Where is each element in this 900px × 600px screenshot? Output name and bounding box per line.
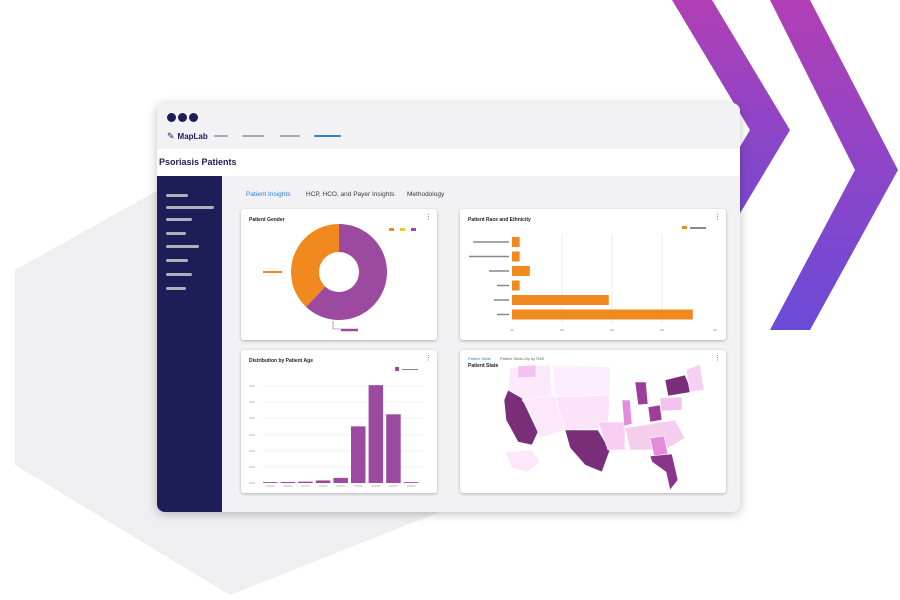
window-dot-icon[interactable]: [189, 113, 198, 122]
state-florida: [649, 453, 679, 491]
bar-4: [333, 477, 348, 483]
page-title: Psoriasis Patients: [159, 157, 237, 167]
state-texas: [564, 429, 611, 473]
maplab-logo-icon: ✎: [167, 131, 175, 141]
chevron-shape-right: [770, 0, 898, 330]
card-patient-gender: Patient Gender ⋮: [241, 209, 437, 340]
bar-0: [512, 237, 520, 247]
legend-swatch: [395, 367, 399, 371]
slice-label-leader: [332, 321, 341, 330]
tab-patient-state-zip[interactable]: Patient State-Zip by R&E: [500, 356, 545, 361]
bar-7: [386, 414, 401, 483]
region-mountain: [521, 394, 566, 439]
state-pennsylvania: [659, 396, 683, 412]
legend-swatch: [411, 228, 416, 231]
state-michigan: [634, 381, 649, 406]
nav-item-active[interactable]: [314, 135, 341, 137]
race-bar-chart: [469, 234, 717, 331]
bar-2: [512, 266, 530, 276]
legend-swatch: [389, 228, 394, 231]
window-dot-icon[interactable]: [167, 113, 176, 122]
state-ohio: [647, 404, 663, 423]
bar-0: [263, 482, 278, 483]
sidebar-item[interactable]: [166, 287, 186, 290]
state-illinois: [621, 399, 633, 427]
tab-hcp-hco-payer-insights[interactable]: HCP, HCO, and Payer Insights: [306, 191, 395, 198]
title-bar: ✎ MapLab: [157, 103, 740, 149]
sidebar-item[interactable]: [166, 273, 192, 276]
more-options-icon[interactable]: ⋮: [425, 355, 432, 362]
state-washington: [516, 364, 537, 379]
app-window: ✎ MapLab Psoriasis Patients Patient Insi…: [157, 103, 740, 512]
sidebar-item[interactable]: [166, 194, 188, 197]
sidebar: [157, 176, 222, 512]
app-logo: ✎ MapLab: [167, 131, 208, 142]
bar-5: [512, 309, 693, 320]
legend-swatch: [400, 228, 405, 231]
legend-label: [690, 227, 706, 229]
bar-3: [315, 480, 331, 483]
region-southeast: [624, 419, 686, 451]
sidebar-item[interactable]: [166, 259, 188, 262]
legend-swatch: [682, 226, 687, 229]
more-options-icon[interactable]: ⋮: [425, 214, 432, 221]
state-georgia: [649, 435, 669, 457]
card-patient-race-ethnicity: Patient Race and Ethnicity ⋮: [460, 209, 726, 340]
bar-3: [512, 280, 520, 291]
window-dot-icon[interactable]: [178, 113, 187, 122]
nav-item-2[interactable]: [242, 135, 264, 137]
donut-slice-1: [291, 224, 339, 307]
region-south-central: [597, 421, 626, 451]
sidebar-item[interactable]: [166, 232, 186, 235]
tab-patient-state[interactable]: Patient State: [468, 356, 491, 361]
card-title: Patient Gender: [249, 217, 285, 223]
bar-5: [351, 426, 366, 483]
sidebar-item[interactable]: [166, 218, 192, 221]
bar-8: [403, 482, 419, 483]
card-title: Patient Race and Ethnicity: [468, 217, 531, 223]
state-alaska: [504, 449, 541, 473]
bar-6: [368, 385, 384, 483]
legend-label: [402, 368, 418, 370]
bar-1: [512, 251, 520, 262]
card-title: Distribution by Patient Age: [249, 358, 313, 364]
nav-item-3[interactable]: [280, 135, 300, 137]
us-choropleth-map: [503, 363, 705, 491]
card-title: Patient State: [468, 363, 499, 369]
region-north-central: [551, 364, 611, 398]
bar-2: [298, 481, 313, 483]
logo-text: MapLab: [177, 132, 208, 141]
more-options-icon[interactable]: ⋮: [714, 355, 721, 362]
page-header: Psoriasis Patients: [157, 149, 740, 176]
sidebar-item[interactable]: [166, 206, 214, 209]
tab-methodology[interactable]: Methodology: [407, 191, 445, 198]
age-bar-chart: [249, 385, 423, 487]
bar-4: [512, 295, 609, 305]
bar-1: [280, 481, 296, 483]
region-new-england: [685, 363, 705, 393]
nav-item-1[interactable]: [214, 135, 228, 137]
tab-patient-insights[interactable]: Patient Insights: [246, 191, 291, 198]
more-options-icon[interactable]: ⋮: [714, 214, 721, 221]
card-patient-age: Distribution by Patient Age ⋮: [241, 350, 437, 493]
sidebar-item[interactable]: [166, 245, 199, 248]
donut-slice-0: [306, 224, 387, 320]
card-patient-state-map: Patient State Patient State-Zip by R&E P…: [460, 350, 726, 493]
gender-donut-chart: [263, 224, 387, 332]
